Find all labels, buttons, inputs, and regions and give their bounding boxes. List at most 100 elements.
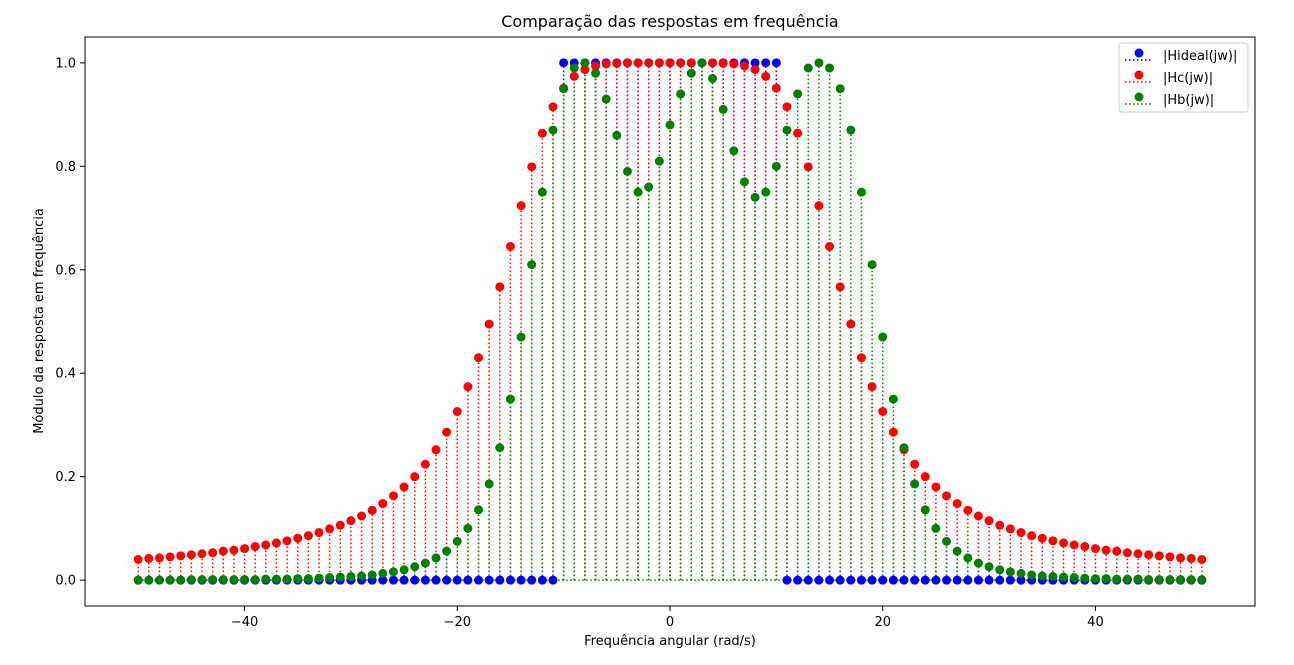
y-tick-label: 0.8 xyxy=(55,160,76,175)
data-point xyxy=(910,459,920,469)
data-point xyxy=(835,84,845,94)
data-point xyxy=(271,574,281,584)
data-point xyxy=(1186,553,1196,563)
data-point xyxy=(995,575,1005,585)
data-point xyxy=(420,558,430,568)
data-point xyxy=(1122,574,1132,584)
data-point xyxy=(952,575,962,585)
data-point xyxy=(676,89,686,99)
data-point xyxy=(963,575,973,585)
data-point xyxy=(867,382,877,392)
data-point xyxy=(1122,548,1132,558)
data-point xyxy=(697,58,707,68)
data-point xyxy=(314,573,324,583)
x-tick-label: −40 xyxy=(231,615,258,630)
legend-label: |Hb(jw)| xyxy=(1163,93,1214,108)
data-point xyxy=(1197,554,1207,564)
data-point xyxy=(442,427,452,437)
data-point xyxy=(644,182,654,192)
data-point xyxy=(1165,575,1175,585)
data-point xyxy=(1144,550,1154,560)
data-point xyxy=(878,575,888,585)
data-point xyxy=(442,575,452,585)
data-point xyxy=(591,61,601,71)
data-point xyxy=(686,58,696,68)
x-axis-label: Frequência angular (rad/s) xyxy=(584,634,756,649)
data-point xyxy=(814,58,824,68)
data-point xyxy=(399,575,409,585)
data-point xyxy=(325,524,335,534)
data-point xyxy=(516,575,526,585)
data-point xyxy=(867,260,877,270)
data-point xyxy=(250,575,260,585)
legend-box xyxy=(1118,42,1249,113)
data-point xyxy=(399,482,409,492)
data-point xyxy=(633,187,643,197)
data-point xyxy=(803,575,813,585)
data-point xyxy=(1197,575,1207,585)
data-point xyxy=(761,71,771,81)
y-tick-label: 0.0 xyxy=(55,574,76,589)
data-point xyxy=(612,130,622,140)
x-tick-label: 40 xyxy=(1087,615,1104,630)
data-point xyxy=(739,177,749,187)
legend-label: |Hc(jw)| xyxy=(1163,71,1213,86)
legend-marker xyxy=(1134,70,1144,80)
data-point xyxy=(133,575,143,585)
data-point xyxy=(367,505,377,515)
data-point xyxy=(856,353,866,363)
data-point xyxy=(569,71,579,81)
legend: |Hideal(jw)| |Hc(jw)| |Hb(jw)| xyxy=(1118,42,1249,113)
data-point xyxy=(452,575,462,585)
data-point xyxy=(793,575,803,585)
data-point xyxy=(761,187,771,197)
chart-title: Comparação das respostas em frequência xyxy=(501,12,838,31)
data-point xyxy=(282,574,292,584)
data-point xyxy=(1090,574,1100,584)
data-point xyxy=(984,516,994,526)
data-point xyxy=(1048,536,1058,546)
data-point xyxy=(388,567,398,577)
data-point xyxy=(420,459,430,469)
data-point xyxy=(208,575,218,585)
data-point xyxy=(803,63,813,73)
data-point xyxy=(548,575,558,585)
data-point xyxy=(1048,572,1058,582)
data-point xyxy=(378,575,388,585)
data-point xyxy=(527,260,537,270)
data-point xyxy=(1059,572,1069,582)
data-point xyxy=(1176,553,1186,563)
data-point xyxy=(474,353,484,363)
data-point xyxy=(761,58,771,68)
data-point xyxy=(303,574,313,584)
data-point xyxy=(218,546,228,556)
data-point xyxy=(229,545,239,555)
data-point xyxy=(718,58,728,68)
data-point xyxy=(942,536,952,546)
data-point xyxy=(548,125,558,135)
data-point xyxy=(835,575,845,585)
data-point xyxy=(771,161,781,171)
data-point xyxy=(410,575,420,585)
data-point xyxy=(1112,546,1122,556)
data-point xyxy=(931,523,941,533)
data-point xyxy=(463,575,473,585)
data-point xyxy=(186,575,196,585)
data-point xyxy=(622,58,632,68)
data-point xyxy=(388,491,398,501)
data-point xyxy=(1112,574,1122,584)
legend-label: |Hideal(jw)| xyxy=(1163,49,1237,64)
data-point xyxy=(644,58,654,68)
y-axis-ticks: 0.0 0.2 0.4 0.6 0.8 1.0 xyxy=(55,56,85,589)
data-point xyxy=(846,125,856,135)
y-tick-label: 0.6 xyxy=(55,263,76,278)
data-point xyxy=(240,544,250,554)
data-point xyxy=(484,319,494,329)
x-tick-label: 20 xyxy=(874,615,891,630)
data-point xyxy=(846,319,856,329)
data-point xyxy=(240,575,250,585)
data-point xyxy=(1176,575,1186,585)
data-point xyxy=(1016,528,1026,538)
data-point xyxy=(1080,573,1090,583)
data-point xyxy=(484,479,494,489)
